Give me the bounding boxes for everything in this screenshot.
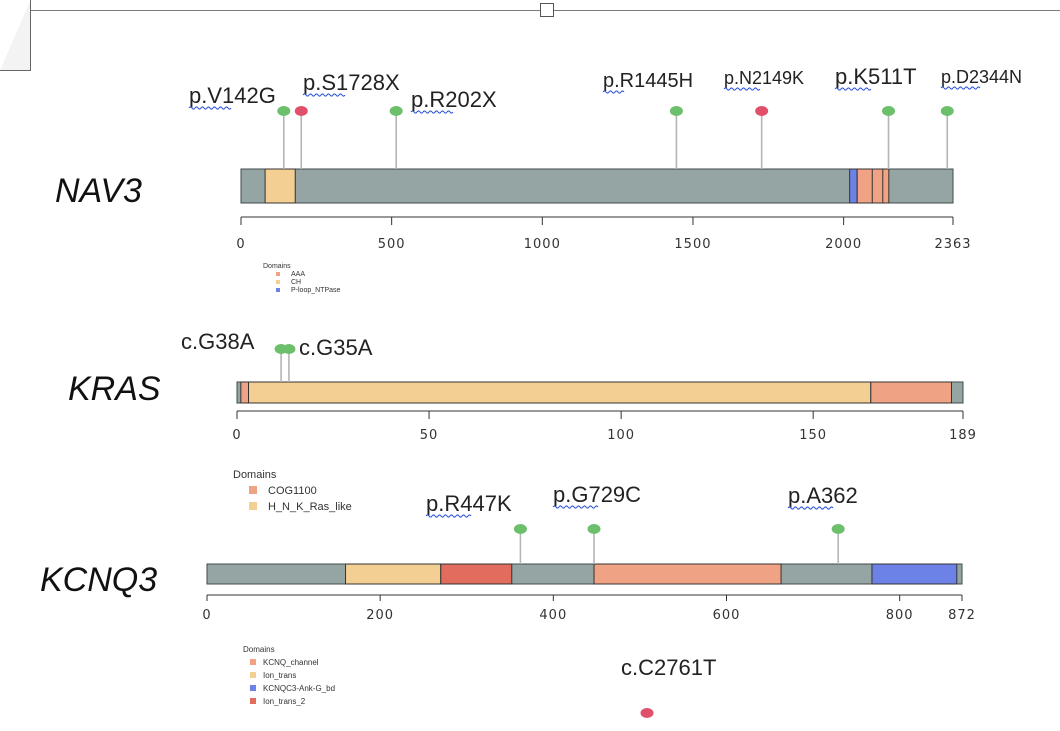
nav3-mutation-pin: [294, 106, 308, 116]
kcnq3-tick-label: 0: [202, 608, 211, 623]
kras-legend-swatch: [249, 502, 257, 510]
kras-mutation-pin: [282, 344, 296, 354]
kcnq3-legend-swatch: [250, 698, 256, 704]
kcnq3-mutation-pin: [640, 708, 654, 718]
nav3-mutation-pin: [882, 106, 896, 116]
kcnq3-domain-ion-trans-2: [440, 563, 513, 585]
nav3-mutation-pin: [755, 106, 769, 116]
nav3-mutation-pin: [277, 106, 291, 116]
nav3-tick-label: 500: [378, 237, 406, 252]
kcnq3-domain-ion-trans: [345, 563, 442, 585]
kras-domain-h-n-k-ras-like: [248, 381, 872, 404]
nav3-mutation-label-underline: [188, 106, 232, 110]
nav3-mutation-label: p.R1445H: [603, 70, 693, 92]
kras-legend-title: Domains: [233, 469, 277, 481]
kcnq3-legend-item: Ion_trans: [263, 671, 296, 680]
kcnq3-gene-name: KCNQ3: [40, 561, 157, 599]
kras-mutation-label: c.G38A: [181, 329, 255, 354]
kcnq3-legend-item: KCNQC3-Ank-G_bd: [263, 684, 335, 693]
nav3-legend-item: P-loop_NTPase: [291, 287, 341, 294]
nav3-domain-p-loop-ntpase: [849, 168, 858, 204]
kras-mutation-label: c.G35A: [299, 335, 373, 360]
resize-handle[interactable]: [540, 3, 554, 17]
kcnq3-legend-swatch: [250, 672, 256, 678]
nav3-tick-label: 2363: [934, 237, 971, 252]
nav3-legend-swatch: [276, 272, 280, 276]
nav3-legend-item: AAA: [291, 271, 305, 278]
nav3-legend-swatch: [276, 288, 280, 292]
kcnq3-mutation-pin: [831, 524, 845, 534]
nav3-domain-ch: [264, 168, 296, 204]
corner-panel: [0, 0, 31, 71]
kras-tick-label: 50: [420, 428, 439, 443]
kcnq3-domain-kcnq-channel: [593, 563, 782, 585]
kcnq3-mutation-label-underline: [425, 514, 472, 518]
kcnq3-tick-label: 800: [886, 608, 914, 623]
nav3-mutation-label-underline: [602, 90, 625, 94]
nav3-mutation-pin: [669, 106, 683, 116]
kras-tick-label: 0: [232, 428, 241, 443]
kcnq3-tick-label: 200: [366, 608, 394, 623]
kcnq3-legend-swatch: [250, 685, 256, 691]
nav3-mutation-pin: [940, 106, 954, 116]
kcnq3-mutation-label: p.A362: [788, 483, 858, 508]
nav3-mutation-pin: [389, 106, 403, 116]
kcnq3-domain-kcnqc3-ank-g-bd: [871, 563, 958, 585]
kras-legend-item: H_N_K_Ras_like: [268, 501, 352, 513]
nav3-mutation-label-underline: [410, 110, 454, 114]
kras-legend-item: COG1100: [268, 485, 317, 497]
nav3-mutation-label: p.R202X: [411, 87, 497, 112]
nav3-backbone: [240, 168, 954, 204]
kcnq3-mutation-label: p.R447K: [426, 491, 512, 516]
nav3-domain-aaa: [856, 168, 890, 204]
kcnq3-mutation-label-underline: [552, 505, 599, 509]
nav3-gene-name: NAV3: [55, 172, 142, 210]
kcnq3-legend-title: Domains: [243, 645, 275, 654]
kcnq3-tick-label: 400: [539, 608, 567, 623]
kras-tick-label: 150: [799, 428, 827, 443]
kras-legend-swatch: [249, 486, 257, 494]
nav3-mutation-label-underline: [940, 86, 981, 90]
kcnq3-legend-swatch: [250, 659, 256, 665]
nav3-tick-label: 2000: [825, 237, 862, 252]
nav3-legend-item: CH: [291, 279, 301, 286]
kcnq3-mutation-label-underline: [787, 506, 834, 510]
kcnq3-mutation-pin: [587, 524, 601, 534]
kcnq3-legend-item: KCNQ_channel: [263, 658, 319, 667]
nav3-legend-title: Domains: [263, 263, 291, 270]
kras-domain-cog1100: [870, 381, 952, 404]
nav3-mutation-label: p.S1728X: [303, 70, 400, 95]
kcnq3-backbone: [206, 563, 963, 585]
kras-tick-label: 189: [949, 428, 977, 443]
nav3-mutation-label: p.N2149K: [724, 68, 804, 88]
nav3-mutation-label: p.D2344N: [941, 67, 1022, 87]
nav3-tick-label: 1500: [674, 237, 711, 252]
nav3-tick-label: 0: [236, 237, 245, 252]
kcnq3-tick-label: 600: [713, 608, 741, 623]
kcnq3-mutation-label: p.G729C: [553, 482, 641, 507]
nav3-mutation-label-underline: [723, 87, 761, 91]
kcnq3-legend-item: Ion_trans_2: [263, 697, 306, 706]
nav3-mutation-label-underline: [834, 87, 872, 91]
kras-gene-name: KRAS: [68, 370, 161, 408]
nav3-mutation-label-underline: [302, 93, 346, 97]
kcnq3-mutation-label: c.C2761T: [621, 655, 716, 680]
kcnq3-tick-label: 872: [948, 608, 976, 623]
kras-tick-label: 100: [607, 428, 635, 443]
nav3-legend-swatch: [276, 280, 280, 284]
nav3-mutation-label: p.K511T: [835, 64, 917, 89]
nav3-mutation-label: p.V142G: [189, 83, 276, 108]
nav3-tick-label: 1000: [524, 237, 561, 252]
kras-domain-cog1100: [240, 381, 250, 404]
kcnq3-mutation-pin: [513, 524, 527, 534]
